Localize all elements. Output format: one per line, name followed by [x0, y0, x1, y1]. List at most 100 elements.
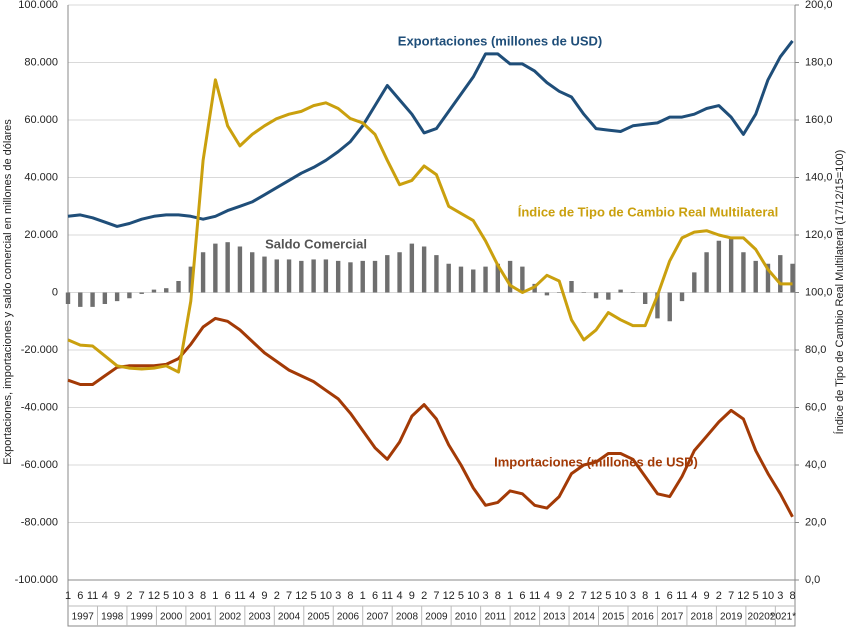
year-label: 2011 — [485, 612, 507, 623]
x-tick-label: 10 — [614, 590, 626, 602]
year-label: 2020* — [748, 612, 774, 623]
bar — [630, 292, 636, 293]
x-tick-label: 11 — [676, 590, 687, 602]
bar — [679, 292, 685, 302]
x-tick-label: 4 — [102, 590, 108, 602]
x-tick-label: 10 — [172, 590, 184, 602]
y-axis-title: Exportaciones, importaciones y saldo com… — [2, 119, 14, 465]
x-tick-label: 8 — [789, 590, 795, 602]
bar — [790, 263, 795, 293]
x-tick-label: 12 — [590, 590, 602, 602]
year-label: 2009 — [425, 612, 448, 623]
x-tick-label: 4 — [691, 590, 697, 602]
bar — [237, 246, 243, 293]
y2-tick-label: 20,0 — [805, 516, 826, 528]
bar — [311, 259, 316, 293]
bar — [90, 292, 95, 307]
x-tick-label: 5 — [605, 590, 611, 602]
bar — [692, 272, 697, 293]
x-tick-label: 12 — [443, 590, 455, 602]
y-tick-label: 80.000 — [24, 56, 58, 68]
y2-tick-label: 0,0 — [805, 574, 820, 586]
bar — [520, 266, 525, 293]
year-label: 2006 — [337, 612, 360, 623]
year-label: 2016 — [632, 612, 655, 623]
y-tick-label: -40.000 — [21, 401, 58, 413]
y2-tick-label: 60,0 — [805, 401, 826, 413]
year-label: 1997 — [72, 612, 95, 623]
bar — [434, 255, 439, 293]
year-label: 2004 — [278, 612, 301, 623]
x-tick-label: 1 — [65, 590, 71, 602]
series-label: Importaciones (millones de USD) — [494, 454, 698, 469]
bar — [569, 281, 574, 293]
y2-tick-label: 140,0 — [805, 171, 833, 183]
x-tick-label: 1 — [507, 590, 513, 602]
bar — [225, 242, 230, 293]
year-label: 2007 — [366, 612, 389, 623]
y2-tick-label: 200,0 — [805, 0, 833, 11]
x-tick-label: 12 — [295, 590, 307, 602]
x-tick-label: 10 — [762, 590, 774, 602]
series-label: Índice de Tipo de Cambio Real Multilater… — [518, 204, 779, 219]
bar — [323, 259, 329, 293]
bar — [127, 292, 132, 299]
x-axis-box — [67, 579, 796, 627]
x-tick-label: 12 — [148, 590, 160, 602]
year-label: 2001 — [190, 612, 213, 623]
bar — [397, 252, 402, 293]
bar — [286, 259, 292, 293]
series-label: Exportaciones (millones de USD) — [398, 33, 602, 48]
x-tick-label: 7 — [728, 590, 734, 602]
y2-tick-label: 180,0 — [805, 56, 833, 68]
bar — [544, 292, 550, 296]
bar — [446, 263, 451, 293]
x-tick-label: 7 — [139, 590, 145, 602]
bar — [360, 260, 365, 293]
bar — [102, 292, 108, 304]
x-tick-label: 3 — [777, 590, 783, 602]
bar — [458, 266, 464, 293]
x-tick-label: 3 — [482, 590, 488, 602]
bar — [78, 292, 83, 307]
x-tick-label: 9 — [261, 590, 267, 602]
x-tick-label: 6 — [372, 590, 378, 602]
y2-axis-title: Índice de Tipo de Cambio Real Multilater… — [833, 150, 846, 435]
x-tick-label: 4 — [249, 590, 255, 602]
x-tick-label: 9 — [704, 590, 710, 602]
bar — [618, 289, 623, 293]
y-tick-label: 20.000 — [24, 229, 58, 241]
x-tick-label: 5 — [458, 590, 464, 602]
x-tick-label: 2 — [568, 590, 574, 602]
y-tick-label: -80.000 — [21, 516, 58, 528]
year-label: 1998 — [101, 612, 124, 623]
year-label: 2008 — [396, 612, 419, 623]
x-tick-label: 8 — [347, 590, 353, 602]
x-tick-label: 8 — [200, 590, 206, 602]
year-label: 2005 — [307, 612, 330, 623]
year-label: 2003 — [248, 612, 271, 623]
x-tick-label: 10 — [467, 590, 479, 602]
bar — [471, 269, 476, 293]
bar — [274, 259, 279, 293]
year-label: 2021* — [770, 612, 796, 623]
x-tick-label: 12 — [737, 590, 749, 602]
x-tick-label: 11 — [87, 590, 98, 602]
year-label: 2015 — [602, 612, 625, 623]
x-tick-label: 5 — [753, 590, 759, 602]
y-tick-label: -100.000 — [15, 574, 58, 586]
x-tick-label: 4 — [544, 590, 550, 602]
bar — [778, 255, 783, 293]
x-tick-label: 6 — [519, 590, 525, 602]
bar — [765, 263, 771, 293]
bar — [495, 263, 501, 293]
bar — [114, 292, 120, 302]
bar — [581, 292, 586, 293]
y-tick-label: 0 — [52, 286, 58, 298]
x-tick-label: 1 — [360, 590, 366, 602]
x-tick-label: 8 — [642, 590, 648, 602]
y2-tick-label: 40,0 — [805, 459, 826, 471]
x-tick-label: 3 — [335, 590, 341, 602]
bar — [176, 281, 181, 293]
